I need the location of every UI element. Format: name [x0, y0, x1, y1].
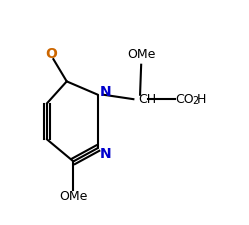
Text: N: N — [100, 86, 112, 99]
Text: H: H — [197, 93, 206, 106]
Text: OMe: OMe — [59, 190, 88, 203]
Text: 2: 2 — [192, 96, 198, 106]
Text: OMe: OMe — [127, 48, 155, 61]
Text: N: N — [100, 147, 112, 161]
Text: CO: CO — [176, 93, 194, 106]
Text: CH: CH — [138, 93, 156, 106]
Text: O: O — [45, 47, 57, 61]
